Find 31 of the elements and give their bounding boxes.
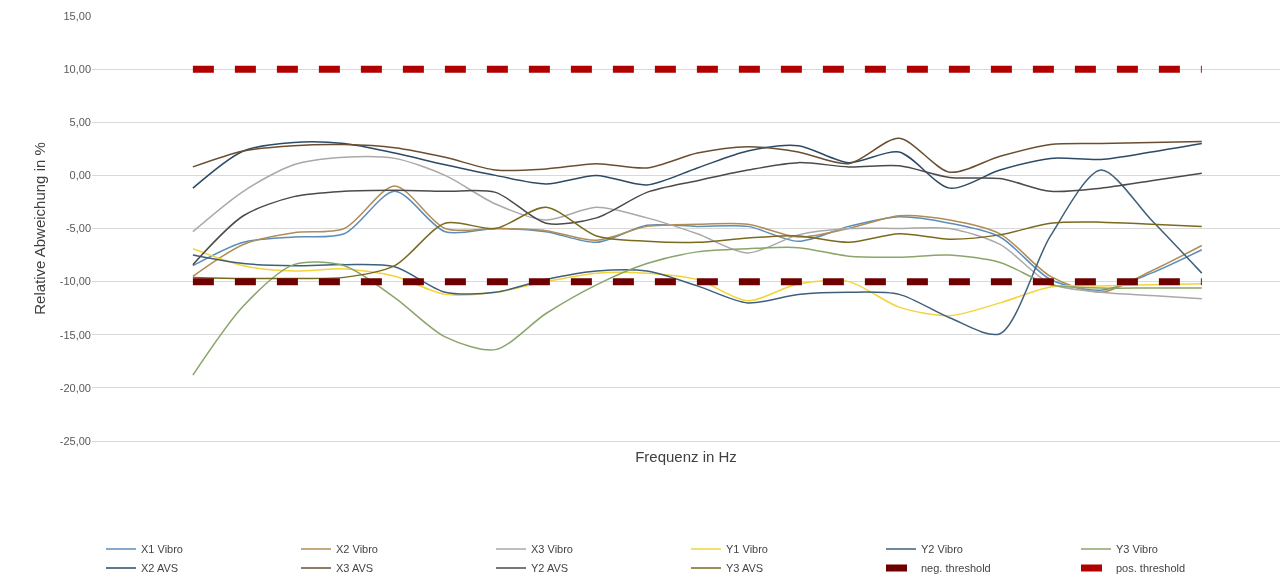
- line-series: [192, 141, 1203, 189]
- legend-label: X1 Vibro: [141, 543, 183, 556]
- y-axis-title: Relative Abweichung in %: [31, 142, 49, 315]
- legend-label: Y1 Vibro: [726, 543, 768, 556]
- legend-label: Y2 Vibro: [921, 543, 963, 556]
- y-tick-label: 0,00: [69, 169, 91, 182]
- y-tick-label: 15,00: [63, 9, 91, 22]
- y-tick-label: -25,00: [59, 434, 91, 447]
- line-series: [192, 161, 1203, 266]
- line-series: [192, 169, 1203, 336]
- y-tick-label: -10,00: [59, 275, 91, 288]
- legend-label: pos. threshold: [1116, 562, 1186, 575]
- y-tick-label: 5,00: [69, 116, 91, 129]
- legend-label: neg. threshold: [921, 562, 991, 575]
- x-axis-title: Frequenz in Hz: [635, 448, 737, 466]
- line-series: [192, 247, 1203, 317]
- line-series: [192, 137, 1203, 173]
- y-tick-label: -20,00: [59, 381, 91, 394]
- legend-label: Y3 AVS: [726, 562, 764, 575]
- legend-label: X2 Vibro: [336, 543, 378, 556]
- legend-label: Y3 Vibro: [1116, 543, 1158, 556]
- y-tick-label: -5,00: [65, 222, 91, 235]
- line-series: [192, 246, 1203, 376]
- legend-label: X2 AVS: [141, 562, 179, 575]
- y-tick-label: 10,00: [63, 62, 91, 75]
- line-series: [192, 155, 1203, 300]
- line-series: [192, 206, 1203, 280]
- y-tick-label: -15,00: [59, 328, 91, 341]
- legend-label: X3 Vibro: [531, 543, 573, 556]
- legend-label: X3 AVS: [336, 562, 374, 575]
- legend-label: Y2 AVS: [531, 562, 569, 575]
